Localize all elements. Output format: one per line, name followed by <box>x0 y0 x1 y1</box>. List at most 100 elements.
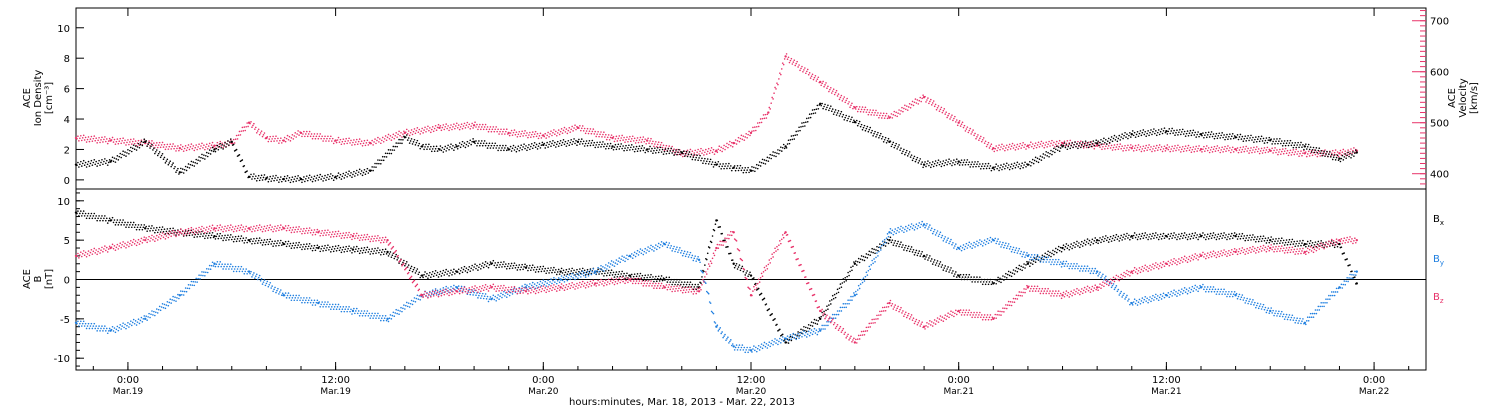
data-point <box>1331 244 1334 247</box>
data-point <box>85 166 88 168</box>
data-point <box>765 117 768 119</box>
data-point <box>318 245 321 248</box>
data-point <box>645 252 647 254</box>
data-point <box>556 132 559 134</box>
data-point <box>1307 150 1310 153</box>
data-point <box>467 145 470 147</box>
data-point <box>436 126 439 129</box>
data-point <box>1046 253 1048 256</box>
data-point <box>260 130 263 132</box>
data-point <box>330 248 333 251</box>
data-point <box>480 126 483 128</box>
data-point <box>100 139 102 141</box>
data-point <box>983 142 986 144</box>
data-point <box>695 156 697 159</box>
data-point <box>498 266 500 269</box>
data-point <box>803 325 805 328</box>
data-point <box>512 144 515 147</box>
data-point <box>1187 134 1190 137</box>
data-point <box>805 331 807 334</box>
data-point <box>970 133 972 135</box>
data-point <box>1259 150 1262 152</box>
data-point <box>461 271 464 274</box>
data-point <box>93 135 96 137</box>
data-point <box>745 349 747 351</box>
data-point <box>105 330 107 332</box>
data-point <box>653 149 655 152</box>
data-point <box>647 150 649 153</box>
data-point <box>1219 151 1222 154</box>
data-point <box>533 266 536 269</box>
data-point <box>1260 135 1263 138</box>
data-point <box>953 275 955 277</box>
data-point <box>245 237 247 239</box>
data-point <box>1236 134 1239 136</box>
data-point <box>568 268 571 270</box>
data-point <box>497 149 499 152</box>
data-point <box>178 294 182 297</box>
data-point <box>733 165 736 167</box>
data-point <box>869 109 872 111</box>
data-point <box>1222 136 1224 139</box>
data-point <box>524 130 526 132</box>
data-point <box>799 334 801 337</box>
data-point <box>274 240 276 242</box>
data-point <box>668 145 671 147</box>
data-point <box>269 135 272 138</box>
data-point <box>340 143 343 146</box>
data-point <box>663 150 666 153</box>
data-point <box>752 126 754 129</box>
data-point <box>120 142 122 145</box>
data-point <box>652 152 654 155</box>
data-point <box>512 131 515 134</box>
data-point <box>1291 142 1294 144</box>
data-point <box>111 156 114 159</box>
data-point <box>370 142 372 145</box>
data-point <box>1080 243 1082 246</box>
data-point <box>1192 237 1195 239</box>
data-point <box>725 339 727 342</box>
data-point <box>806 333 809 335</box>
data-point <box>100 161 102 164</box>
data-point <box>1216 236 1219 238</box>
data-point <box>202 274 204 277</box>
data-point <box>1108 141 1111 144</box>
data-point <box>1221 132 1223 134</box>
data-point <box>764 113 767 116</box>
data-point <box>897 240 899 243</box>
data-point <box>647 274 649 276</box>
data-point <box>416 139 419 142</box>
data-point <box>675 281 677 283</box>
data-point <box>441 272 444 275</box>
data-point <box>1191 148 1194 151</box>
data-point <box>488 264 491 266</box>
data-point <box>97 139 99 142</box>
data-point <box>771 313 773 315</box>
data-point <box>1221 146 1223 149</box>
data-point <box>270 287 272 289</box>
data-point <box>208 232 211 234</box>
data-point <box>1151 235 1153 238</box>
data-point <box>1184 145 1187 147</box>
data-point <box>284 240 287 243</box>
data-point <box>1319 152 1322 154</box>
data-point <box>272 290 274 293</box>
data-point <box>373 314 375 317</box>
data-point <box>828 90 830 93</box>
y-tick-label: 0 <box>64 276 70 287</box>
data-point <box>127 148 129 151</box>
data-point <box>840 310 843 312</box>
data-point <box>1126 133 1128 136</box>
data-point <box>943 108 946 110</box>
data-point <box>238 270 241 273</box>
data-point <box>1132 234 1135 237</box>
data-point <box>919 255 922 257</box>
data-point <box>410 129 413 131</box>
data-point <box>895 245 897 247</box>
data-point <box>86 138 89 141</box>
data-point <box>748 171 750 174</box>
data-point <box>1208 235 1211 238</box>
data-point <box>1034 156 1037 159</box>
data-point <box>456 147 459 150</box>
y-tick-label: -5 <box>60 315 70 326</box>
